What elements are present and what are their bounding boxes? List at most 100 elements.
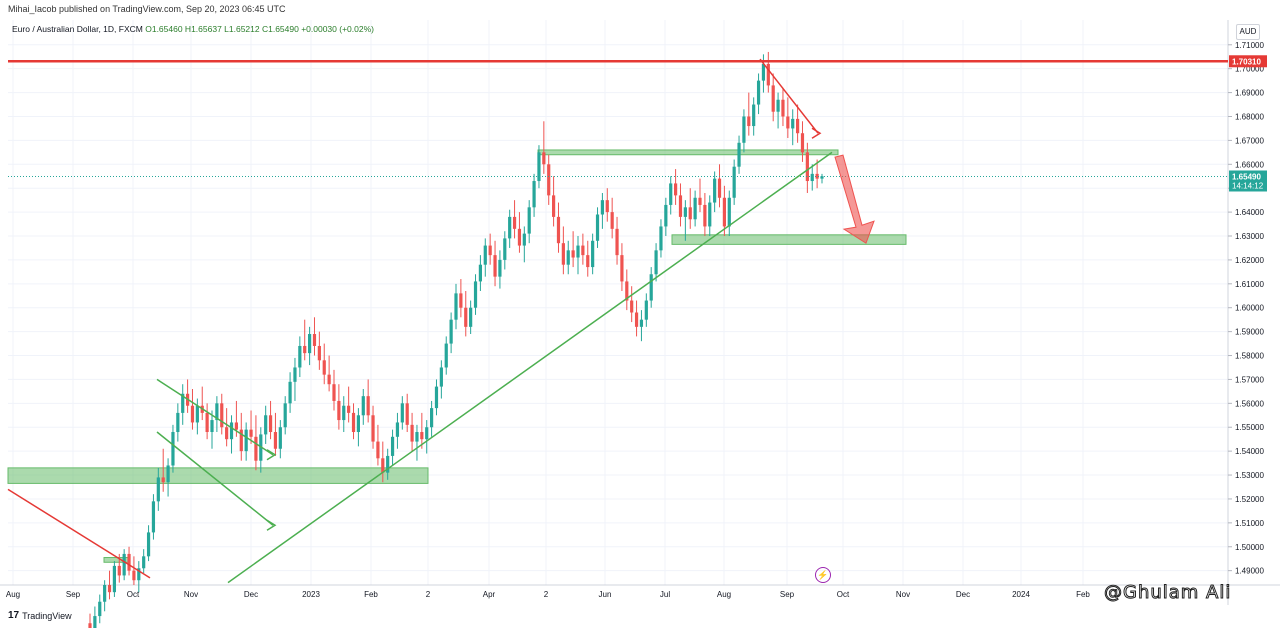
- candle-body: [308, 334, 312, 354]
- candle-body: [693, 197, 697, 220]
- candle-body: [400, 403, 404, 423]
- candle-body: [312, 334, 317, 346]
- falling-trendline: [7, 488, 151, 579]
- candle-body: [332, 384, 336, 401]
- candle-body: [127, 553, 131, 571]
- candle-body: [654, 250, 658, 275]
- candle-body: [132, 570, 136, 581]
- price-tick-label: 1.60000: [1235, 304, 1264, 313]
- time-tick-label: Feb: [364, 590, 378, 599]
- candle-body: [591, 240, 595, 268]
- candle-body: [176, 412, 180, 433]
- candle-body: [659, 226, 663, 251]
- price-tick-label: 1.70000: [1235, 65, 1264, 74]
- candle-body: [317, 345, 321, 361]
- price-tick-label: 1.61000: [1235, 280, 1264, 289]
- candle-body: [254, 436, 258, 461]
- candle-body: [664, 204, 668, 227]
- price-tick-label: 1.67000: [1235, 136, 1264, 145]
- candle-body: [625, 281, 629, 301]
- candle-body: [210, 420, 214, 433]
- time-tick-label: 2: [544, 590, 549, 599]
- candle-body: [791, 118, 795, 129]
- candle-body: [810, 173, 814, 182]
- candle-body: [756, 80, 761, 105]
- candle-body: [464, 307, 468, 327]
- candle-body: [171, 432, 175, 466]
- support-zone: [103, 557, 131, 563]
- candle-body: [410, 424, 414, 442]
- price-tick-label: 1.59000: [1235, 328, 1264, 337]
- watermark-text: @Ghulam Ali: [1103, 582, 1232, 604]
- candle-body: [512, 216, 517, 229]
- publisher-header: Mihai_Iacob published on TradingView.com…: [8, 4, 286, 14]
- candle-body: [781, 99, 785, 117]
- current-price-tag: 1.65490: [1232, 172, 1261, 181]
- time-tick-label: Nov: [184, 590, 198, 599]
- candle-body: [737, 142, 741, 167]
- candle-body: [220, 403, 224, 428]
- candle-body: [161, 477, 165, 483]
- time-tick-label: Aug: [6, 590, 20, 599]
- channel-bottom-arrowhead: [266, 519, 277, 531]
- candle-body: [552, 195, 556, 217]
- price-tick-label: 1.50000: [1235, 543, 1264, 552]
- candle-body: [298, 345, 302, 368]
- symbol-legend: Euro / Australian Dollar, 1D, FXCM O1.65…: [12, 24, 374, 34]
- candle-body: [508, 216, 512, 239]
- candle-body: [498, 259, 502, 277]
- candle-body: [303, 345, 307, 354]
- candle-body: [566, 250, 570, 265]
- projection-arrow: [834, 154, 875, 244]
- candle-body: [620, 255, 624, 282]
- candle-body: [669, 183, 673, 205]
- ohlc-values: O1.65460 H1.65637 L1.65212 C1.65490 +0.0…: [145, 24, 374, 34]
- candle-body: [488, 245, 492, 256]
- candle-body: [761, 63, 766, 81]
- price-tick-label: 1.58000: [1235, 352, 1264, 361]
- candle-body: [503, 238, 507, 260]
- time-tick-label: Jun: [599, 590, 612, 599]
- price-tick-label: 1.57000: [1235, 375, 1264, 384]
- candle-body: [820, 176, 824, 179]
- countdown-label: 14:14:12: [1232, 181, 1264, 190]
- candle-body: [644, 300, 648, 320]
- candle-body: [776, 99, 780, 112]
- candle-body: [732, 166, 736, 198]
- candle-body: [805, 152, 809, 182]
- resistance-price-tag-bg: [1229, 55, 1267, 68]
- candle-body: [595, 214, 600, 241]
- events-bolt-icon[interactable]: ⚡: [815, 567, 831, 583]
- candle-body: [610, 212, 614, 229]
- time-tick-label: Sep: [780, 590, 795, 599]
- candle-body: [459, 293, 463, 308]
- candle-body: [586, 255, 590, 268]
- time-tick-label: 2023: [302, 590, 320, 599]
- candle-body: [708, 202, 712, 227]
- time-tick-label: Dec: [244, 590, 258, 599]
- short-down-trendline: [759, 58, 819, 134]
- candle-body: [796, 118, 800, 134]
- candle-body: [273, 432, 278, 449]
- candle-body: [244, 429, 248, 452]
- candle-body: [800, 133, 805, 153]
- candle-body: [103, 585, 107, 602]
- candle-body: [381, 458, 385, 473]
- candle-body: [717, 178, 722, 198]
- candle-body: [444, 343, 448, 368]
- support-zone: [537, 149, 839, 156]
- currency-selector[interactable]: AUD: [1236, 24, 1260, 40]
- candle-body: [351, 412, 356, 433]
- candle-body: [366, 396, 370, 416]
- time-tick-label: Sep: [66, 590, 81, 599]
- candle-body: [678, 195, 683, 217]
- candle-body: [234, 422, 238, 430]
- candle-body: [390, 436, 395, 456]
- price-tick-label: 1.62000: [1235, 256, 1264, 265]
- candle-body: [283, 403, 287, 428]
- candle-body: [703, 204, 707, 227]
- price-tick-label: 1.69000: [1235, 89, 1264, 98]
- candle-body: [532, 181, 536, 208]
- candle-body: [156, 477, 160, 502]
